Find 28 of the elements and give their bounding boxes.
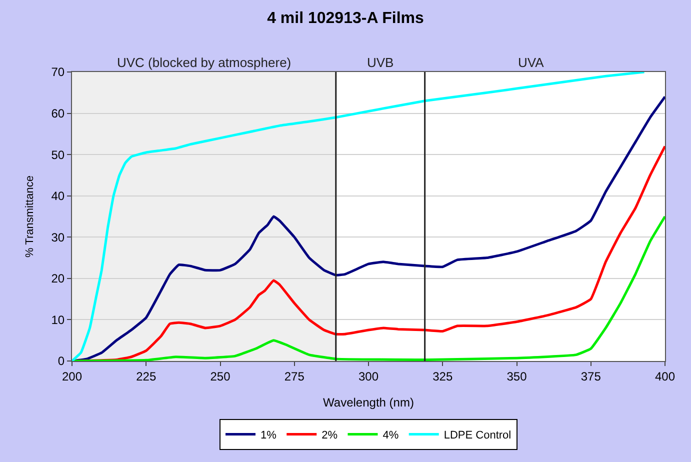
line-series [72, 215, 665, 361]
band-label: UVC (blocked by atmosphere) [117, 55, 292, 70]
text: UVB [367, 55, 394, 70]
x-tick-label: 325 [432, 369, 453, 384]
y-tick-label: 40 [51, 189, 65, 204]
y-tick-label: 60 [51, 106, 65, 120]
x-tick-label: 200 [62, 369, 82, 384]
x-tick-label: 350 [506, 369, 528, 384]
x-tick-label: 275 [284, 369, 305, 384]
legend-label: 4% [382, 430, 399, 442]
legend-label: 1% [260, 430, 277, 442]
y-axis-title: % Transmittance [24, 176, 36, 258]
legend-label: LDPE Control [444, 430, 512, 442]
chart-title: 4 mil 102913-A Films [267, 10, 424, 27]
x-tick-label: 225 [136, 369, 156, 384]
y-tick-label: 0 [58, 354, 65, 368]
text: UVA [518, 55, 544, 70]
x-axis-title: Wavelength (nm) [323, 395, 414, 410]
x-tick-label: 400 [654, 369, 676, 384]
x-tick-label: 250 [210, 369, 231, 384]
x-tick-label: 300 [358, 369, 379, 384]
y-tick-label: 30 [51, 230, 65, 244]
y-tick-label: 20 [51, 272, 65, 286]
y-tick-label: 10 [51, 312, 65, 327]
y-tick-label: 50 [51, 148, 65, 162]
y-tick-label: 70 [51, 65, 65, 80]
x-tick-label: 375 [580, 369, 602, 384]
legend-label: 2% [322, 430, 338, 442]
